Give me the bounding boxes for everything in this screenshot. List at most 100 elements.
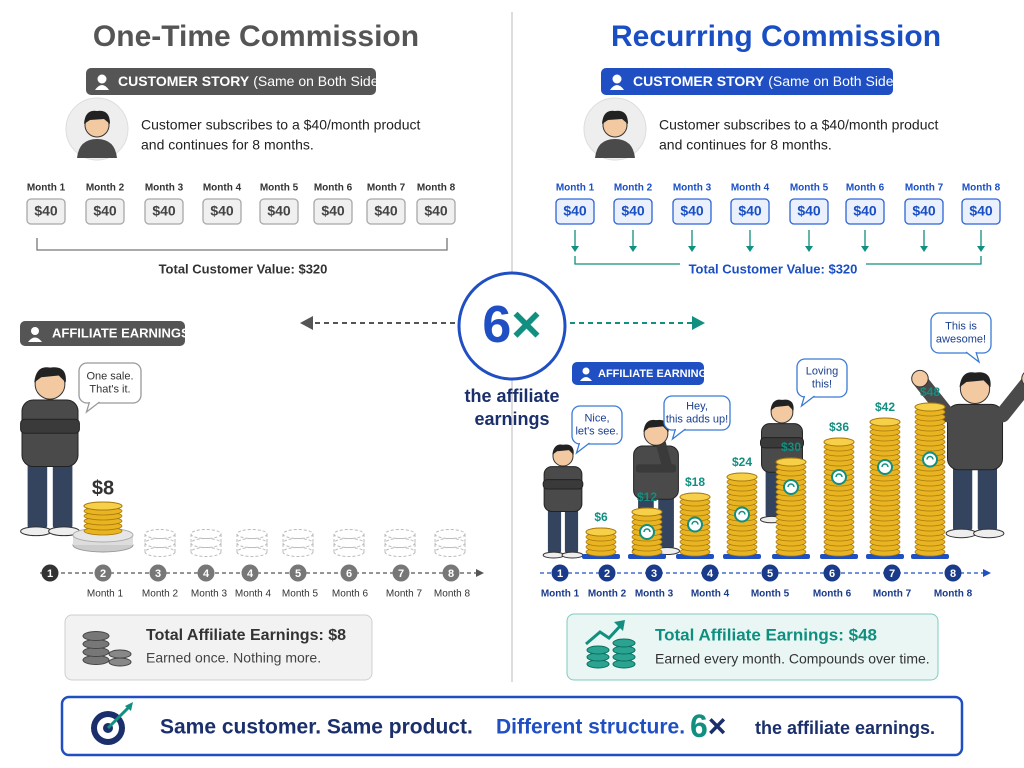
- summary-coin: [612, 638, 636, 648]
- multiplier-circle: [457, 271, 567, 381]
- recurring-icon: [639, 524, 655, 540]
- arrow-head: [920, 246, 928, 252]
- badge: [86, 68, 376, 95]
- payment-text: $40: [267, 203, 291, 219]
- trend-arrow: [585, 622, 624, 646]
- multiplier-caption: earnings: [474, 409, 549, 429]
- arms-crossed: [542, 479, 584, 490]
- coin-top: [823, 437, 855, 447]
- speech-text: Nice,: [584, 412, 609, 424]
- step-number: 1: [557, 568, 563, 580]
- avatar-body: [77, 139, 117, 158]
- total-value: Total Customer Value: $320: [689, 261, 858, 276]
- story-text: and continues for 8 months.: [659, 137, 832, 153]
- arrow-head: [977, 246, 985, 252]
- month-label: Month 7: [905, 183, 944, 194]
- person: [542, 444, 584, 559]
- section-title: Recurring Commission: [611, 20, 941, 53]
- payment-text: $40: [424, 203, 448, 219]
- speech-tail: [671, 428, 686, 441]
- coin-top: [869, 417, 901, 427]
- badge-label: CUSTOMER STORY: [633, 73, 765, 89]
- payment-box: [85, 198, 125, 225]
- month-label: Month 3: [145, 183, 184, 194]
- payment-box: [672, 198, 712, 225]
- step-circle: [442, 564, 460, 582]
- shoe: [945, 528, 977, 539]
- leg: [564, 507, 579, 553]
- month-label: Month 3: [673, 183, 712, 194]
- hair: [552, 444, 574, 455]
- payment-text: $40: [797, 203, 821, 219]
- empty-coin: [144, 538, 176, 548]
- avatar-hair: [84, 110, 110, 124]
- badge-label: CUSTOMER STORY: [118, 73, 250, 89]
- multiplier-sign: ×: [511, 296, 541, 354]
- summary-box: [64, 614, 373, 681]
- recurring-icon: [687, 516, 703, 533]
- leg: [952, 464, 973, 530]
- step-number: 7: [889, 568, 895, 580]
- multiplier-caption: the affiliate: [464, 386, 559, 406]
- badge-icon: [97, 74, 107, 84]
- leg: [977, 464, 998, 530]
- payment-text: $40: [563, 203, 587, 219]
- step-number: 7: [398, 568, 404, 580]
- timeline-month: Month 5: [282, 589, 319, 600]
- avatar-hair: [602, 110, 628, 124]
- summary-coin: [108, 657, 132, 667]
- hair: [643, 419, 669, 432]
- timeline-month: Month 8: [434, 589, 471, 600]
- arrow-head: [476, 569, 484, 577]
- arrow-head: [983, 569, 991, 577]
- earning-label: $30: [781, 440, 801, 454]
- shoe: [973, 528, 1005, 539]
- earning-label: $8: [92, 477, 114, 499]
- recurring-icon: [734, 506, 750, 523]
- footer-multiplier-number: 6: [690, 708, 708, 744]
- summary-title: Total Affiliate Earnings: $8: [146, 627, 346, 644]
- payment-box: [416, 198, 456, 225]
- coin-top: [679, 492, 711, 502]
- step-number: 8: [448, 568, 454, 580]
- timeline-month: Month 3: [635, 589, 674, 600]
- earnings-badge-text: AFFILIATE EARNINGS: [598, 368, 715, 380]
- step-number: 4: [247, 568, 254, 580]
- recurring-arrow: [926, 455, 934, 460]
- payment-box: [26, 198, 66, 225]
- earnings-badge: [20, 321, 185, 346]
- speech-text: this!: [812, 378, 832, 390]
- month-label: Month 5: [790, 183, 829, 194]
- recurring-arrow: [691, 520, 699, 525]
- timeline-month: Month 6: [813, 589, 852, 600]
- step-number: 5: [295, 568, 301, 580]
- hair: [770, 399, 794, 411]
- badge-icon: [582, 367, 590, 375]
- timeline-month: Month 2: [588, 589, 627, 600]
- arrow-head: [614, 620, 625, 631]
- timeline-month: Month 6: [332, 589, 369, 600]
- month-label: Month 4: [731, 183, 770, 194]
- earnings-badge-text: AFFILIATE EARNINGS: [52, 325, 190, 340]
- speech-tail: [575, 442, 590, 455]
- payment-box: [904, 198, 944, 225]
- target-fletch: [125, 702, 133, 711]
- step-circle: [340, 564, 358, 582]
- month-label: Month 2: [614, 183, 653, 194]
- step-circle: [598, 564, 616, 582]
- timeline-month: Month 1: [87, 589, 124, 600]
- step-number: 3: [651, 568, 657, 580]
- timeline-month: Month 2: [142, 589, 179, 600]
- multiplier-number: 6: [482, 296, 511, 354]
- speech-tail: [965, 351, 981, 364]
- speech-bubble: [78, 362, 142, 404]
- step-number: 1: [47, 568, 53, 580]
- timeline-month: Month 4: [691, 589, 730, 600]
- recurring-arrow: [787, 483, 795, 488]
- summary-coin: [82, 631, 110, 641]
- speech-text: Hey,: [686, 400, 708, 412]
- earning-label: $42: [875, 400, 895, 414]
- payment-text: $40: [912, 203, 936, 219]
- badge-note: (Same on Both Sides): [253, 73, 390, 89]
- empty-coin: [282, 538, 314, 548]
